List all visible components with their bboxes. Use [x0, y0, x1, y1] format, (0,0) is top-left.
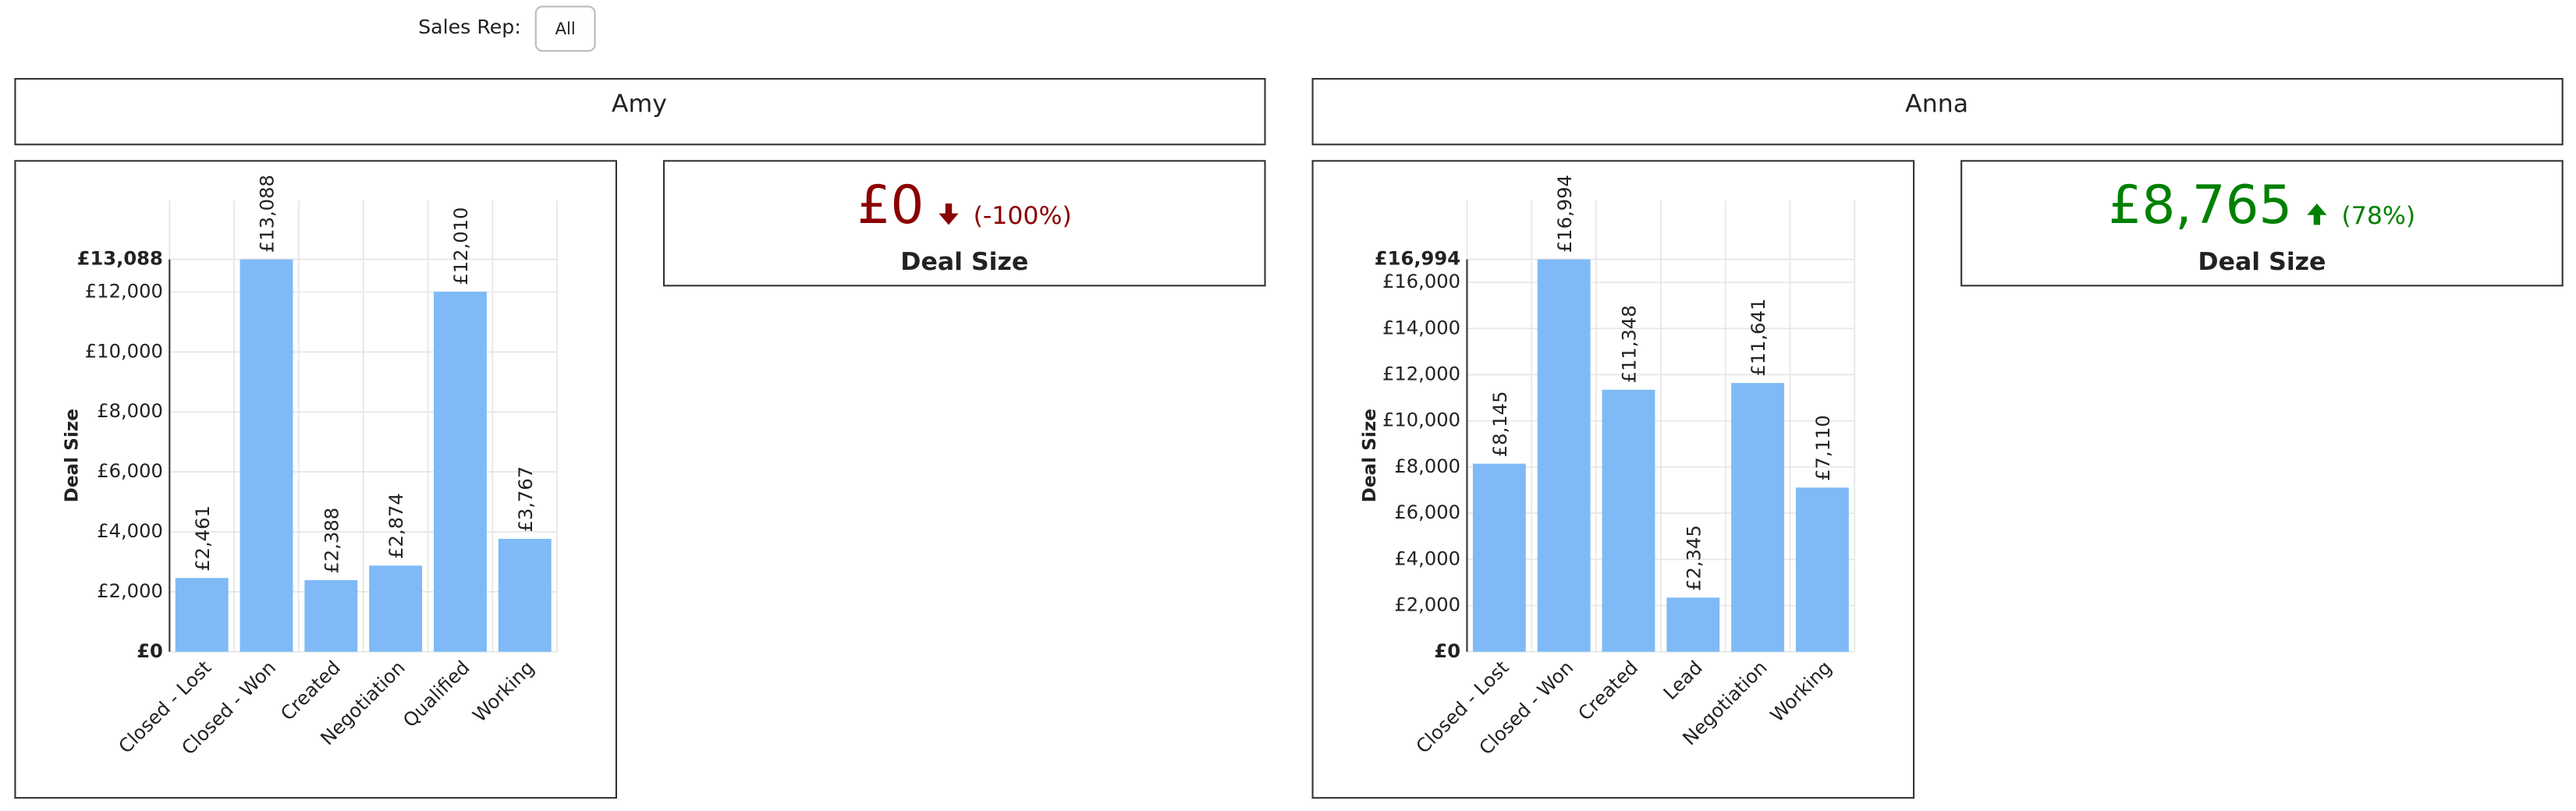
filter-label: Sales Rep: [418, 16, 521, 38]
y-tick-label: £6,000 [1394, 501, 1460, 523]
value-label: £2,874 [385, 493, 407, 559]
value-label: £16,994 [1554, 175, 1576, 253]
y-tick-label: £12,000 [85, 280, 163, 302]
y-tick-label: £4,000 [1394, 547, 1460, 569]
bar [304, 579, 358, 652]
panel-header [14, 78, 1266, 146]
value-label: £2,461 [192, 505, 214, 572]
value-label: £11,641 [1747, 299, 1769, 377]
kpi-value: £0 [857, 174, 924, 236]
bar [1472, 463, 1526, 652]
y-tick-label: £0 [1434, 640, 1460, 662]
y-tick-label: £16,000 [1382, 271, 1460, 292]
bar [1795, 487, 1849, 652]
y-axis-title: Deal Size [1360, 409, 1380, 502]
y-tick-label: £14,000 [1382, 317, 1460, 338]
filter-button[interactable] [534, 5, 596, 52]
y-tick-label: £2,000 [97, 580, 163, 602]
value-label: £13,088 [257, 175, 279, 253]
value-label: £8,145 [1489, 391, 1511, 458]
value-label: £11,348 [1619, 305, 1641, 383]
y-tick-label: £6,000 [97, 460, 163, 482]
y-tick-label: £12,000 [1382, 363, 1460, 384]
y-tick-label: £0 [137, 640, 163, 662]
filter-value[interactable]: All [555, 19, 576, 38]
y-tick-label: £10,000 [1382, 409, 1460, 431]
kpi-label: Deal Size [2198, 248, 2326, 276]
bar [1666, 597, 1720, 652]
y-axis-title: Deal Size [62, 409, 83, 502]
y-tick-label: £8,000 [1394, 455, 1460, 477]
y-tick-label: £13,088 [77, 248, 163, 270]
value-label: £2,345 [1683, 525, 1705, 591]
kpi-arrow [2307, 204, 2327, 225]
bar [1731, 383, 1785, 652]
bar [1602, 389, 1655, 652]
value-label: £3,767 [515, 466, 537, 533]
y-tick-label: £2,000 [1394, 594, 1460, 616]
kpi-card [662, 160, 1266, 287]
bar [175, 578, 229, 652]
kpi-value: £8,765 [2109, 174, 2293, 236]
y-tick-label: £10,000 [85, 340, 163, 362]
kpi-change: (78%) [2341, 202, 2415, 230]
kpi-change: (-100%) [974, 202, 1072, 230]
kpi-card [1960, 160, 2564, 287]
panel-header [1311, 78, 2564, 146]
bar [433, 292, 487, 652]
chart-card [14, 160, 617, 799]
panel-title: Amy [612, 90, 667, 119]
y-tick-label: £16,994 [1375, 248, 1460, 270]
y-tick-label: £4,000 [97, 520, 163, 542]
bar [369, 565, 423, 652]
kpi-label: Deal Size [900, 248, 1028, 276]
value-label: £7,110 [1812, 415, 1834, 481]
bar [1537, 259, 1591, 652]
bar [240, 259, 293, 652]
value-label: £2,388 [321, 508, 342, 574]
kpi-arrow [939, 204, 959, 225]
bar [498, 538, 552, 652]
value-label: £12,010 [450, 207, 472, 285]
panel-title: Anna [1905, 90, 1968, 119]
y-tick-label: £8,000 [97, 400, 163, 422]
